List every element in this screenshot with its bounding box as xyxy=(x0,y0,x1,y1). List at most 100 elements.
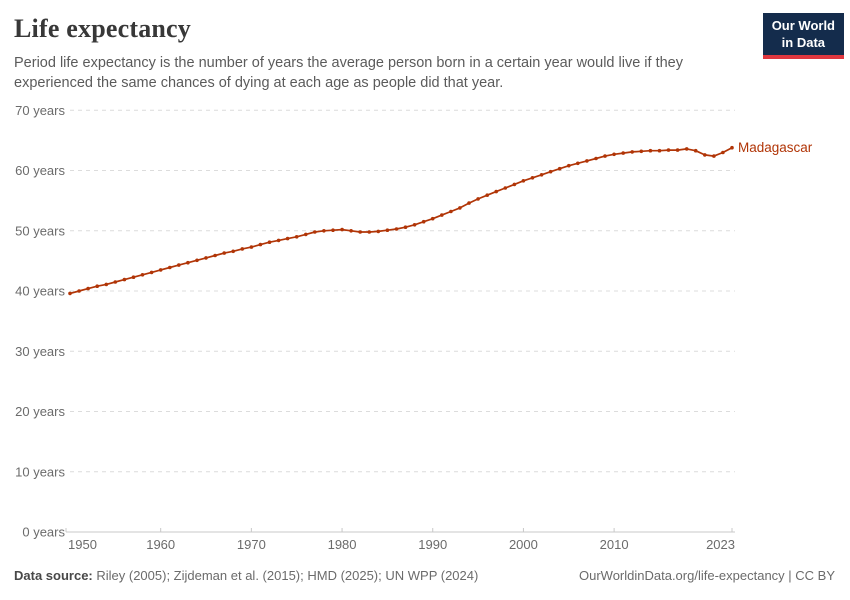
data-point[interactable] xyxy=(440,213,444,217)
data-point[interactable] xyxy=(403,225,408,229)
owid-logo[interactable]: Our World in Data xyxy=(762,13,844,60)
data-point[interactable] xyxy=(730,145,734,150)
y-tick-label: 50 years xyxy=(15,223,65,238)
data-point[interactable] xyxy=(331,228,335,232)
y-tick-label: 0 years xyxy=(22,525,65,540)
data-point[interactable] xyxy=(612,152,616,157)
data-point[interactable] xyxy=(349,229,353,233)
data-point[interactable] xyxy=(322,229,326,233)
data-point[interactable] xyxy=(186,260,190,265)
data-point[interactable] xyxy=(421,219,426,224)
data-point[interactable] xyxy=(721,150,725,155)
data-point[interactable] xyxy=(693,148,698,153)
data-point[interactable] xyxy=(666,148,671,152)
data-point[interactable] xyxy=(412,223,417,227)
data-point[interactable] xyxy=(530,176,535,180)
page-title: Life expectancy xyxy=(14,14,192,43)
data-point[interactable] xyxy=(494,189,499,194)
y-tick-label: 30 years xyxy=(15,344,65,359)
data-point[interactable] xyxy=(430,216,435,221)
data-point[interactable] xyxy=(385,228,390,232)
data-point[interactable] xyxy=(276,238,281,243)
data-point[interactable] xyxy=(539,173,544,177)
data-point[interactable] xyxy=(285,236,290,241)
data-point[interactable] xyxy=(86,286,90,291)
data-point[interactable] xyxy=(703,153,707,157)
data-point[interactable] xyxy=(467,201,471,205)
line-chart: 0 years 10 years 20 years 30 years 40 years 5… xyxy=(15,103,813,552)
data-point[interactable] xyxy=(222,251,226,255)
data-point[interactable] xyxy=(675,148,680,152)
data-point[interactable] xyxy=(195,258,199,263)
data-point[interactable] xyxy=(630,150,634,154)
data-point[interactable] xyxy=(648,148,653,153)
data-point[interactable] xyxy=(68,291,72,296)
data-point[interactable] xyxy=(313,230,317,234)
y-tick-label: 20 years xyxy=(15,404,65,419)
data-point[interactable] xyxy=(512,182,517,187)
x-tick-label: 1980 xyxy=(328,537,357,552)
data-point[interactable] xyxy=(204,256,208,260)
attribution-link[interactable]: OurWorldinData.org/life-expectancy | CC … xyxy=(578,568,835,583)
data-point[interactable] xyxy=(503,186,508,190)
data-point[interactable] xyxy=(122,277,127,282)
data-point[interactable] xyxy=(249,245,254,249)
data-point[interactable] xyxy=(131,275,136,279)
data-point[interactable] xyxy=(639,149,644,154)
data-point[interactable] xyxy=(458,206,462,210)
y-tick-label: 10 years xyxy=(15,464,65,479)
owid-logo-line2: in Data xyxy=(781,34,826,50)
data-point[interactable] xyxy=(712,154,716,158)
data-point[interactable] xyxy=(95,284,99,288)
data-point[interactable] xyxy=(340,227,344,232)
y-tick-label: 40 years xyxy=(15,284,65,299)
data-point[interactable] xyxy=(113,280,118,284)
x-tick-label: 1960 xyxy=(146,537,175,552)
data-point[interactable] xyxy=(603,154,607,158)
y-tick-label: 70 years xyxy=(15,103,65,118)
data-point[interactable] xyxy=(394,227,399,231)
data-point[interactable] xyxy=(476,197,480,201)
data-point[interactable] xyxy=(548,169,553,174)
data-point[interactable] xyxy=(567,163,571,168)
data-point[interactable] xyxy=(231,249,235,254)
data-point[interactable] xyxy=(77,289,81,293)
chart-footer: Data source: Riley (2005); Zijdeman et a… xyxy=(14,568,835,583)
data-source-note: Data source: Riley (2005); Zijdeman et a… xyxy=(14,568,478,583)
x-tick-label: 1970 xyxy=(237,537,266,552)
data-point[interactable] xyxy=(294,235,299,239)
data-point[interactable] xyxy=(521,179,526,183)
data-line[interactable] xyxy=(69,146,733,295)
data-point[interactable] xyxy=(149,270,154,275)
data-point[interactable] xyxy=(267,240,272,244)
data-point[interactable] xyxy=(576,161,580,166)
data-point[interactable] xyxy=(585,159,589,163)
data-point[interactable] xyxy=(104,282,109,287)
owid-logo-line1: Our World xyxy=(771,18,835,33)
data-point[interactable] xyxy=(485,193,490,197)
data-point[interactable] xyxy=(367,230,372,234)
data-point[interactable] xyxy=(240,247,245,251)
data-point[interactable] xyxy=(168,265,172,270)
data-source-label: Data source: xyxy=(14,568,93,583)
y-tick-label: 60 years xyxy=(15,163,65,178)
data-point[interactable] xyxy=(213,253,217,258)
data-point[interactable] xyxy=(158,268,163,272)
data-point[interactable] xyxy=(621,151,625,155)
data-point[interactable] xyxy=(258,242,263,247)
data-point[interactable] xyxy=(594,156,598,161)
x-tick-label: 2023 xyxy=(706,537,735,552)
x-tick-label: 1990 xyxy=(418,537,447,552)
data-point[interactable] xyxy=(358,230,363,234)
data-point[interactable] xyxy=(684,147,689,151)
data-point[interactable] xyxy=(376,229,381,234)
data-point[interactable] xyxy=(304,232,308,237)
data-point[interactable] xyxy=(140,273,145,277)
x-tick-label: 1950 xyxy=(68,537,97,552)
data-point[interactable] xyxy=(557,166,562,171)
data-point[interactable] xyxy=(449,209,453,214)
chart-subtitle: Period life expectancy is the number of … xyxy=(14,55,683,91)
data-point[interactable] xyxy=(657,148,662,153)
data-point[interactable] xyxy=(177,263,181,267)
series-label[interactable]: Madagascar xyxy=(738,140,813,155)
